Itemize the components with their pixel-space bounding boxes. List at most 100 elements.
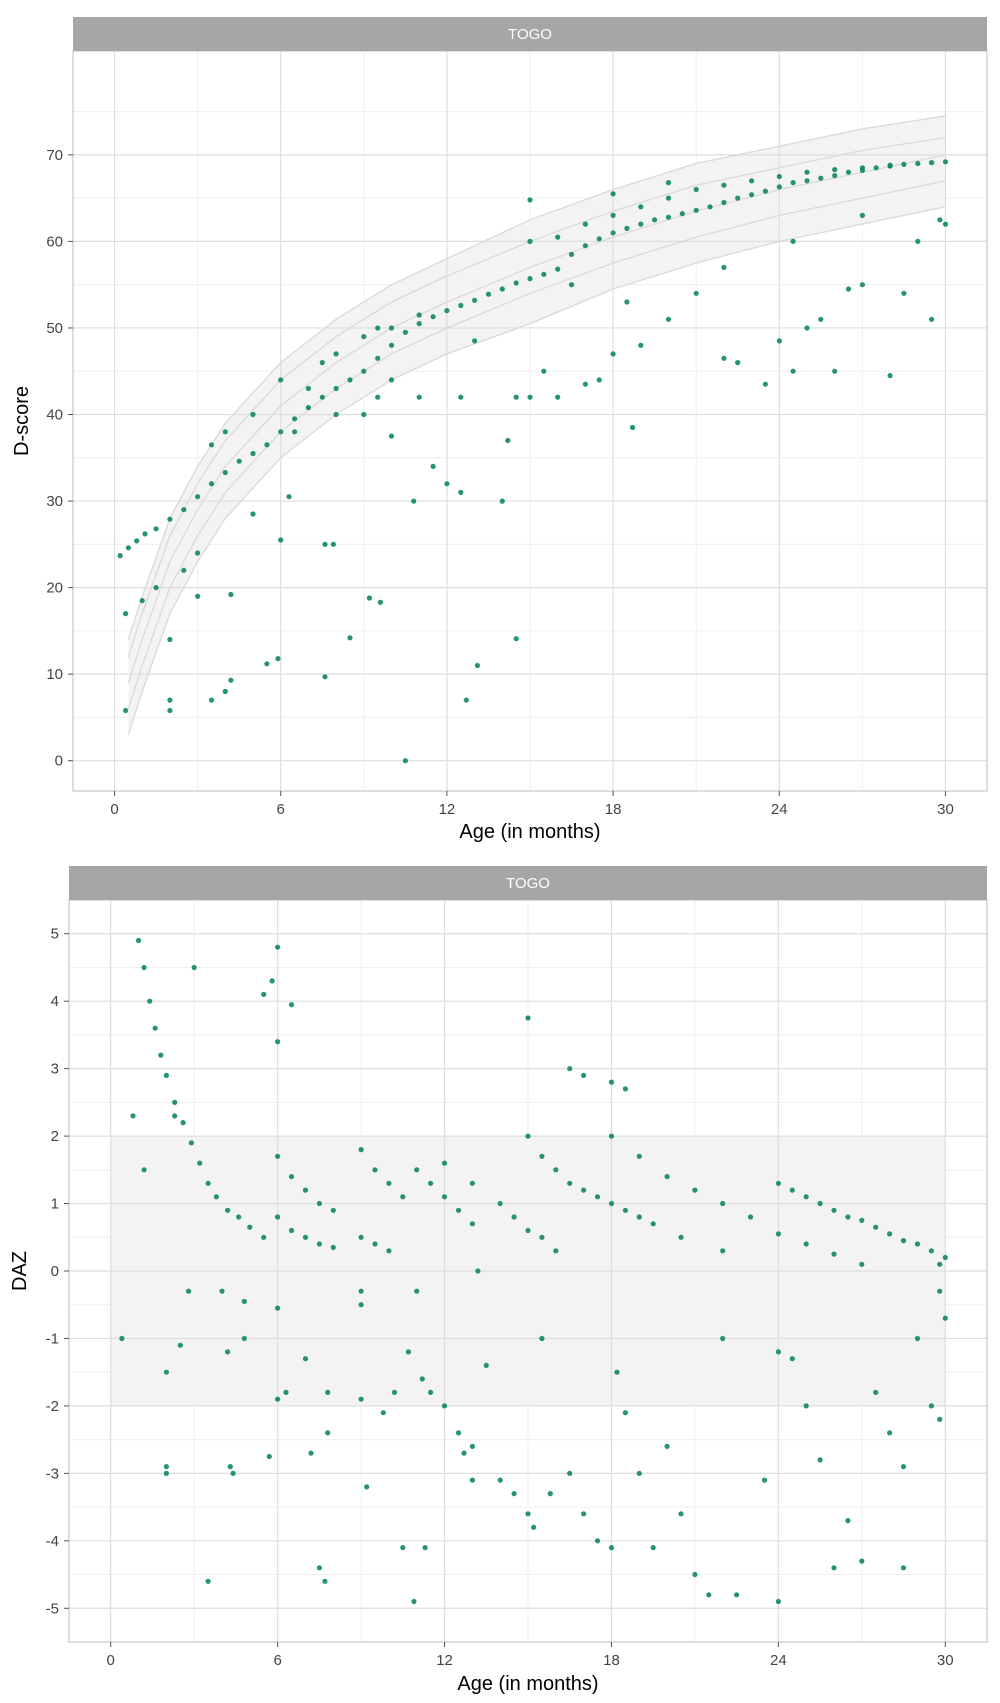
data-point	[142, 531, 148, 537]
y-tick-label: 3	[51, 1061, 59, 1078]
data-point	[531, 1524, 537, 1530]
data-point	[547, 1491, 553, 1497]
data-point	[163, 1072, 169, 1078]
data-point	[915, 238, 921, 244]
data-point	[505, 437, 511, 444]
data-point	[693, 186, 699, 193]
data-point	[776, 338, 782, 344]
data-point	[264, 442, 270, 448]
data-point	[513, 394, 519, 400]
data-point	[596, 377, 602, 383]
x-tick-label: 6	[273, 1652, 281, 1669]
data-point	[624, 299, 630, 305]
data-point	[942, 1254, 948, 1261]
data-point	[472, 297, 478, 303]
data-point	[250, 511, 256, 517]
data-point	[622, 1410, 629, 1416]
data-point	[123, 611, 129, 617]
data-point	[614, 1369, 620, 1375]
data-point	[167, 697, 173, 703]
data-point	[525, 1015, 531, 1021]
data-point	[400, 1194, 406, 1200]
data-point	[444, 481, 450, 487]
data-point	[665, 180, 672, 186]
y-tick-label: 40	[46, 407, 63, 424]
data-point	[372, 1241, 378, 1247]
data-point	[887, 373, 893, 379]
data-point	[845, 1518, 851, 1524]
data-point	[608, 1200, 615, 1207]
data-point	[499, 498, 505, 504]
data-point	[208, 481, 215, 487]
facet-strip	[69, 866, 987, 900]
data-point	[581, 1511, 587, 1517]
y-tick-label: 2	[51, 1128, 59, 1145]
data-point	[361, 368, 367, 374]
data-point	[422, 1545, 428, 1551]
data-point	[610, 212, 616, 218]
data-point	[222, 429, 228, 435]
data-point	[388, 377, 395, 383]
data-point	[375, 394, 381, 400]
y-tick-label: -2	[46, 1398, 59, 1415]
data-point	[678, 1511, 684, 1517]
data-point	[135, 937, 142, 944]
y-tick-label: 0	[51, 1263, 59, 1280]
data-point	[555, 394, 561, 400]
data-point	[330, 1244, 336, 1250]
data-point	[388, 342, 395, 348]
data-point	[652, 217, 658, 223]
data-point	[567, 1180, 573, 1186]
data-point	[372, 1167, 378, 1173]
data-point	[358, 1147, 364, 1153]
data-point	[275, 1039, 281, 1045]
data-point	[665, 316, 672, 322]
data-point	[402, 329, 408, 335]
data-point	[475, 1268, 481, 1274]
data-point	[629, 424, 636, 431]
data-point	[720, 1335, 726, 1342]
data-point	[275, 1396, 281, 1402]
data-point	[776, 173, 782, 180]
data-point	[901, 290, 907, 296]
data-point	[734, 1592, 740, 1598]
x-tick-label: 24	[770, 1652, 787, 1669]
data-point	[302, 1356, 309, 1362]
data-point	[322, 674, 328, 680]
data-point	[762, 188, 769, 194]
data-point	[158, 1052, 164, 1058]
data-point	[610, 191, 616, 197]
data-point	[250, 411, 256, 418]
data-point	[119, 1335, 125, 1342]
data-point	[817, 1200, 823, 1207]
data-point	[236, 458, 242, 464]
y-axis-title: D-score	[11, 386, 33, 456]
data-point	[636, 1470, 642, 1476]
data-point	[177, 1342, 183, 1348]
data-point	[594, 1538, 601, 1544]
data-point	[499, 286, 505, 292]
data-point	[513, 280, 519, 286]
data-point	[776, 184, 782, 190]
centile-line	[127, 136, 946, 657]
data-point	[380, 1410, 386, 1416]
y-axis-title: DAZ	[9, 1251, 31, 1291]
data-point	[377, 599, 383, 605]
data-point	[197, 1160, 203, 1166]
data-point	[942, 221, 949, 227]
data-point	[937, 1416, 943, 1422]
y-tick-label: 70	[46, 147, 63, 164]
data-point	[288, 1227, 295, 1234]
data-point	[693, 207, 699, 213]
data-point	[832, 368, 838, 374]
data-point	[411, 1598, 417, 1605]
data-point	[458, 489, 464, 495]
data-point	[525, 1227, 531, 1234]
data-point	[622, 1207, 629, 1213]
y-tick-label: -1	[46, 1330, 59, 1347]
data-point	[222, 469, 228, 476]
data-point	[553, 1248, 559, 1254]
data-point	[141, 964, 147, 971]
data-point	[525, 1511, 531, 1517]
